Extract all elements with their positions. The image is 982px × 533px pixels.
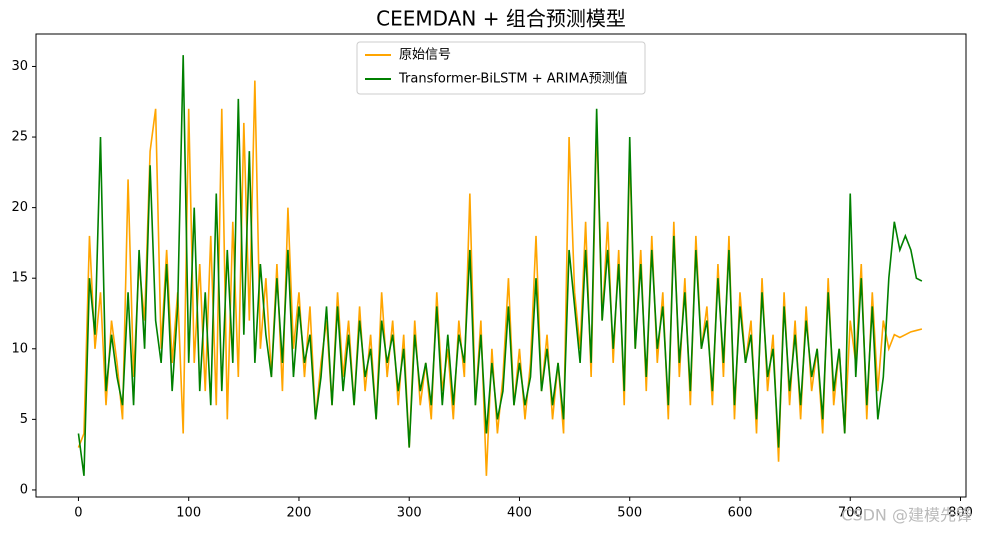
y-tick-label: 15 [11, 271, 28, 286]
watermark: CSDN @建模先锋 [841, 506, 972, 525]
series-line [77, 80, 923, 476]
x-tick-label: 200 [287, 506, 312, 521]
x-tick-label: 400 [507, 506, 532, 521]
y-tick-label: 5 [20, 412, 28, 427]
x-tick-label: 700 [838, 506, 863, 521]
y-tick-label: 20 [11, 200, 28, 215]
y-tick-label: 30 [11, 59, 28, 74]
x-tick-label: 500 [617, 506, 642, 521]
legend-box [356, 41, 646, 95]
series-line [77, 55, 923, 476]
x-tick-label: 100 [176, 506, 201, 521]
x-tick-label: 800 [948, 506, 973, 521]
x-tick-label: 0 [74, 506, 82, 521]
x-tick-label: 300 [397, 506, 422, 521]
plot-frame [35, 33, 967, 498]
legend-label: Transformer-BiLSTM + ARIMA预测值 [398, 71, 628, 87]
legend: 原始信号 Transformer-BiLSTM + ARIMA预测值 [356, 41, 646, 95]
legend-label: 原始信号 [399, 48, 451, 63]
y-tick-label: 0 [20, 482, 28, 497]
y-tick-label: 10 [11, 341, 28, 356]
chart-title: CEEMDAN + 组合预测模型 [376, 7, 626, 31]
x-tick-label: 600 [728, 506, 753, 521]
y-tick-label: 25 [11, 130, 28, 145]
